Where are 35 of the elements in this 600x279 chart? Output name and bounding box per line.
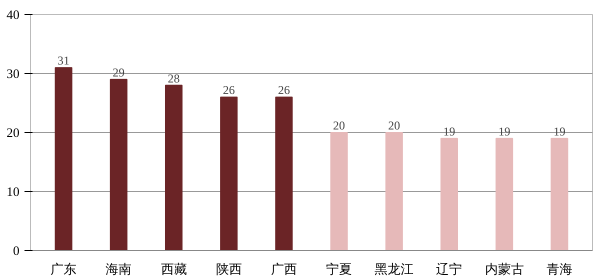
x-tick-label: 辽宁 bbox=[436, 262, 462, 276]
bar bbox=[550, 138, 568, 250]
data-label: 20 bbox=[388, 118, 400, 132]
bar bbox=[54, 67, 72, 250]
x-tick-label: 海南 bbox=[106, 262, 132, 276]
x-tick-label: 宁夏 bbox=[326, 262, 352, 276]
y-tick-label: 0 bbox=[13, 243, 20, 258]
x-tick-label: 西藏 bbox=[160, 262, 187, 276]
y-tick-label: 40 bbox=[6, 7, 20, 22]
x-tick-label: 内蒙古 bbox=[484, 262, 524, 276]
bar bbox=[330, 132, 348, 250]
bar bbox=[110, 78, 128, 250]
data-label: 28 bbox=[168, 71, 180, 86]
bar bbox=[496, 138, 514, 250]
data-label: 19 bbox=[498, 124, 510, 138]
x-tick-label: 青海 bbox=[546, 262, 572, 276]
data-label: 19 bbox=[443, 124, 456, 138]
bar bbox=[275, 96, 293, 250]
data-label: 20 bbox=[333, 118, 346, 132]
y-tick-label: 30 bbox=[6, 66, 20, 81]
data-label: 26 bbox=[222, 83, 235, 98]
x-tick-label: 广西 bbox=[270, 262, 297, 276]
x-tick-label: 广东 bbox=[50, 262, 77, 276]
y-tick-label: 20 bbox=[6, 125, 20, 140]
data-label: 29 bbox=[112, 65, 125, 80]
y-tick-label: 10 bbox=[6, 184, 20, 199]
data-label: 26 bbox=[278, 83, 290, 98]
bar bbox=[220, 96, 238, 250]
x-tick-label: 黑龙江 bbox=[374, 262, 414, 276]
bar bbox=[164, 84, 183, 250]
data-label: 19 bbox=[553, 124, 566, 138]
bar bbox=[440, 138, 458, 250]
data-label: 31 bbox=[58, 54, 70, 68]
bar bbox=[385, 132, 403, 250]
x-tick-label: 陕西 bbox=[216, 262, 242, 276]
